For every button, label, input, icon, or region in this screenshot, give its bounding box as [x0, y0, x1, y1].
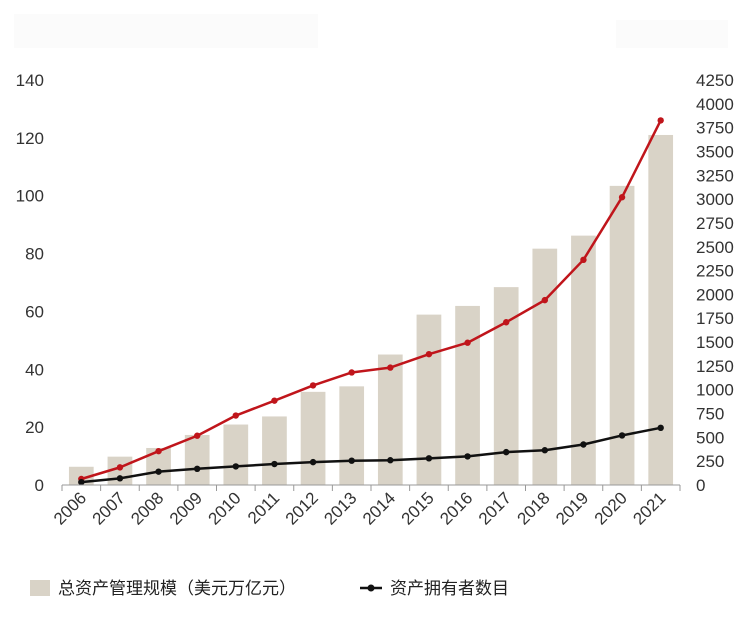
line-0-point-2014	[387, 364, 394, 371]
line-1-point-2008	[155, 468, 162, 475]
line-1-point-2006	[78, 478, 85, 486]
bar-2011	[262, 416, 287, 485]
x-tick-label: 2019	[552, 488, 592, 528]
line-1-point-2011	[271, 460, 278, 468]
bar-2010	[223, 424, 249, 485]
y-left-tick-label: 60	[25, 302, 44, 321]
line-1-point-2014	[387, 457, 394, 464]
x-tick-label: 2014	[359, 488, 399, 528]
y-right-tick-label: 500	[696, 428, 724, 447]
line-1-point-2017	[502, 448, 510, 456]
legend-bar-swatch	[30, 580, 50, 596]
line-0-point-2020	[618, 194, 626, 201]
y-right-tick-label: 250	[696, 452, 724, 471]
x-tick-label: 2021	[629, 488, 669, 528]
y-right-tick-label: 3000	[696, 190, 734, 209]
line-series-1	[81, 426, 661, 484]
line-series-0	[80, 119, 662, 481]
line-series	[78, 117, 664, 486]
line-0-point-2016	[464, 339, 471, 346]
line-1-point-2012	[309, 458, 317, 466]
bar-2013	[339, 386, 365, 485]
line-1-point-2021	[657, 424, 664, 432]
line-1-point-2013	[348, 457, 355, 464]
y-right-tick-label: 2000	[696, 285, 734, 304]
y-left-tick-label: 40	[25, 360, 44, 379]
bar-2021	[648, 134, 674, 485]
x-tick-label: 2018	[513, 488, 553, 528]
legend-label-aum: 总资产管理规模（美元万亿元）	[58, 579, 296, 599]
line-0-point-2008	[155, 447, 162, 455]
y-left-tick-label: 80	[25, 245, 44, 264]
line-0-point-2012	[309, 382, 317, 389]
y-right-tick-label: 3250	[696, 166, 734, 185]
y-left-tick-label: 100	[16, 187, 44, 206]
y-right-tick-label: 4250	[696, 71, 734, 90]
y-left-tick-label: 120	[16, 129, 44, 148]
x-tick-label: 2006	[50, 488, 90, 528]
y-left-tick-label: 20	[25, 418, 44, 437]
line-0-point-2015	[425, 350, 433, 358]
line-0-point-2018	[541, 296, 549, 304]
y-left-tick-label: 0	[35, 476, 44, 495]
line-1-point-2018	[541, 447, 549, 454]
x-tick-label: 2020	[591, 488, 631, 528]
line-1-point-2007	[116, 475, 124, 482]
bar-2014	[377, 354, 403, 485]
line-1-point-2010	[232, 463, 240, 470]
y-right-tick-label: 3500	[696, 142, 734, 161]
y-right-tick-label: 2500	[696, 238, 734, 257]
line-1-point-2009	[193, 465, 201, 472]
line-0-point-2010	[232, 412, 240, 419]
y-right-tick-label: 4000	[696, 95, 734, 114]
line-0-point-2007	[116, 464, 124, 471]
x-tick-label: 2012	[282, 488, 322, 528]
line-0-point-2013	[348, 369, 355, 376]
bar-series	[68, 134, 674, 485]
blank-header-band	[14, 14, 318, 48]
blank-header-band-right	[616, 20, 728, 48]
line-0-point-2011	[271, 397, 278, 404]
y-right-ticks: 0 250 500 750 1000 1250 1500 1750 2000 2250 2500 27…	[696, 71, 734, 495]
bar-2012	[300, 391, 326, 485]
line-0-point-2021	[657, 117, 664, 124]
x-tick-label: 2011	[244, 488, 283, 527]
y-right-tick-label: 750	[696, 405, 724, 424]
x-tick-label: 2017	[475, 488, 515, 528]
line-0-point-2017	[502, 319, 510, 326]
x-tick-label: 2010	[204, 488, 244, 528]
line-1-point-2016	[464, 453, 471, 460]
line-0-point-2019	[580, 256, 587, 264]
bar-2009	[184, 434, 210, 485]
x-tick-label: 2008	[127, 488, 167, 528]
x-tick-label: 2009	[166, 488, 206, 528]
y-right-tick-label: 1500	[696, 333, 734, 352]
line-1-point-2020	[618, 432, 626, 439]
axes	[61, 484, 681, 491]
y-right-tick-label: 2750	[696, 214, 734, 233]
legend-line-dot	[367, 584, 375, 592]
bar-2018	[532, 248, 558, 485]
y-right-tick-label: 1250	[696, 357, 734, 376]
line-1-point-2015	[425, 455, 433, 462]
y-right-tick-label: 1000	[696, 381, 734, 400]
x-tick-label: 2007	[89, 488, 129, 528]
x-tick-label: 2016	[436, 488, 476, 528]
y-right-tick-label: 1750	[696, 309, 734, 328]
y-left-tick-label: 140	[16, 71, 44, 90]
legend-label-owners: 资产拥有者数目	[390, 579, 509, 599]
x-tick-label: 2013	[320, 488, 360, 528]
x-tick-label: 2015	[398, 488, 438, 528]
legend: 总资产管理规模（美元万亿元） 资产拥有者数目	[30, 579, 509, 599]
y-right-tick-label: 3750	[696, 119, 734, 138]
line-1-point-2019	[580, 441, 587, 448]
y-left-ticks: 0 20 40 60 80 100 120 140	[16, 71, 44, 495]
bar-2020	[609, 185, 635, 485]
y-right-tick-label: 2250	[696, 262, 734, 281]
line-0-point-2009	[193, 432, 201, 439]
y-right-tick-label: 0	[696, 476, 705, 495]
